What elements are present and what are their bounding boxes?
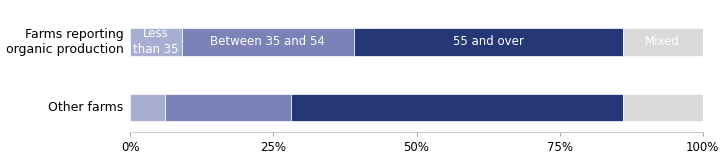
Text: Mixed: Mixed xyxy=(645,35,680,48)
Text: Between 35 and 54: Between 35 and 54 xyxy=(210,35,325,48)
Bar xyxy=(623,94,703,121)
Bar xyxy=(291,94,623,121)
Bar xyxy=(182,28,354,56)
Bar xyxy=(354,28,623,56)
Bar xyxy=(623,28,703,56)
Text: Less
than 35: Less than 35 xyxy=(133,27,179,56)
Bar xyxy=(130,94,165,121)
Bar xyxy=(165,94,291,121)
Text: 55 and over: 55 and over xyxy=(452,35,523,48)
Bar xyxy=(130,28,182,56)
